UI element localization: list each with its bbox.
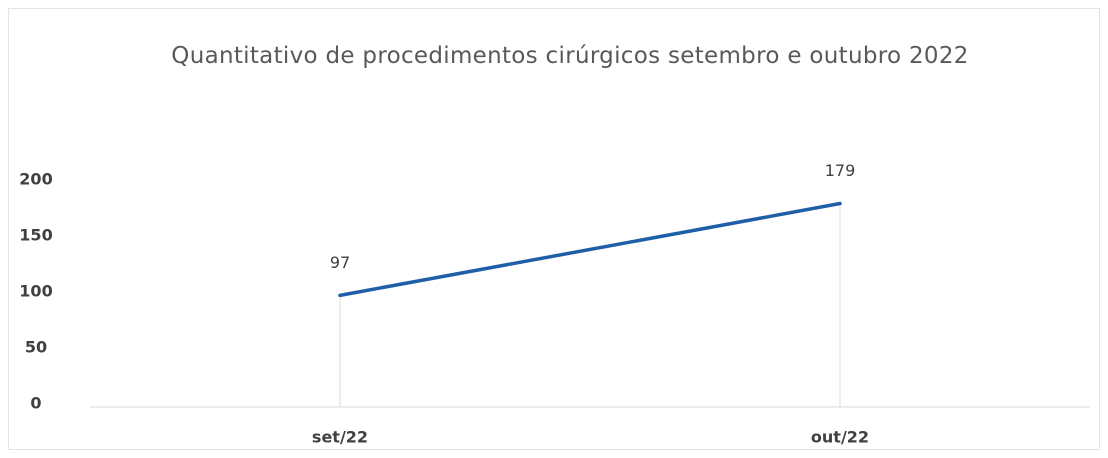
y-tick-label: 0 [30,394,41,413]
y-tick-label: 150 [19,226,52,245]
chart-title: Quantitativo de procedimentos cirúrgicos… [171,43,969,69]
y-tick-label: 100 [19,282,52,301]
x-tick-label: out/22 [811,428,869,447]
data-label: 97 [330,253,350,272]
x-tick-label: set/22 [312,428,368,447]
data-label: 179 [825,161,856,180]
y-tick-label: 50 [25,338,47,357]
data-line [338,201,842,298]
chart-frame [8,8,1100,450]
y-tick-label: 200 [19,170,52,189]
